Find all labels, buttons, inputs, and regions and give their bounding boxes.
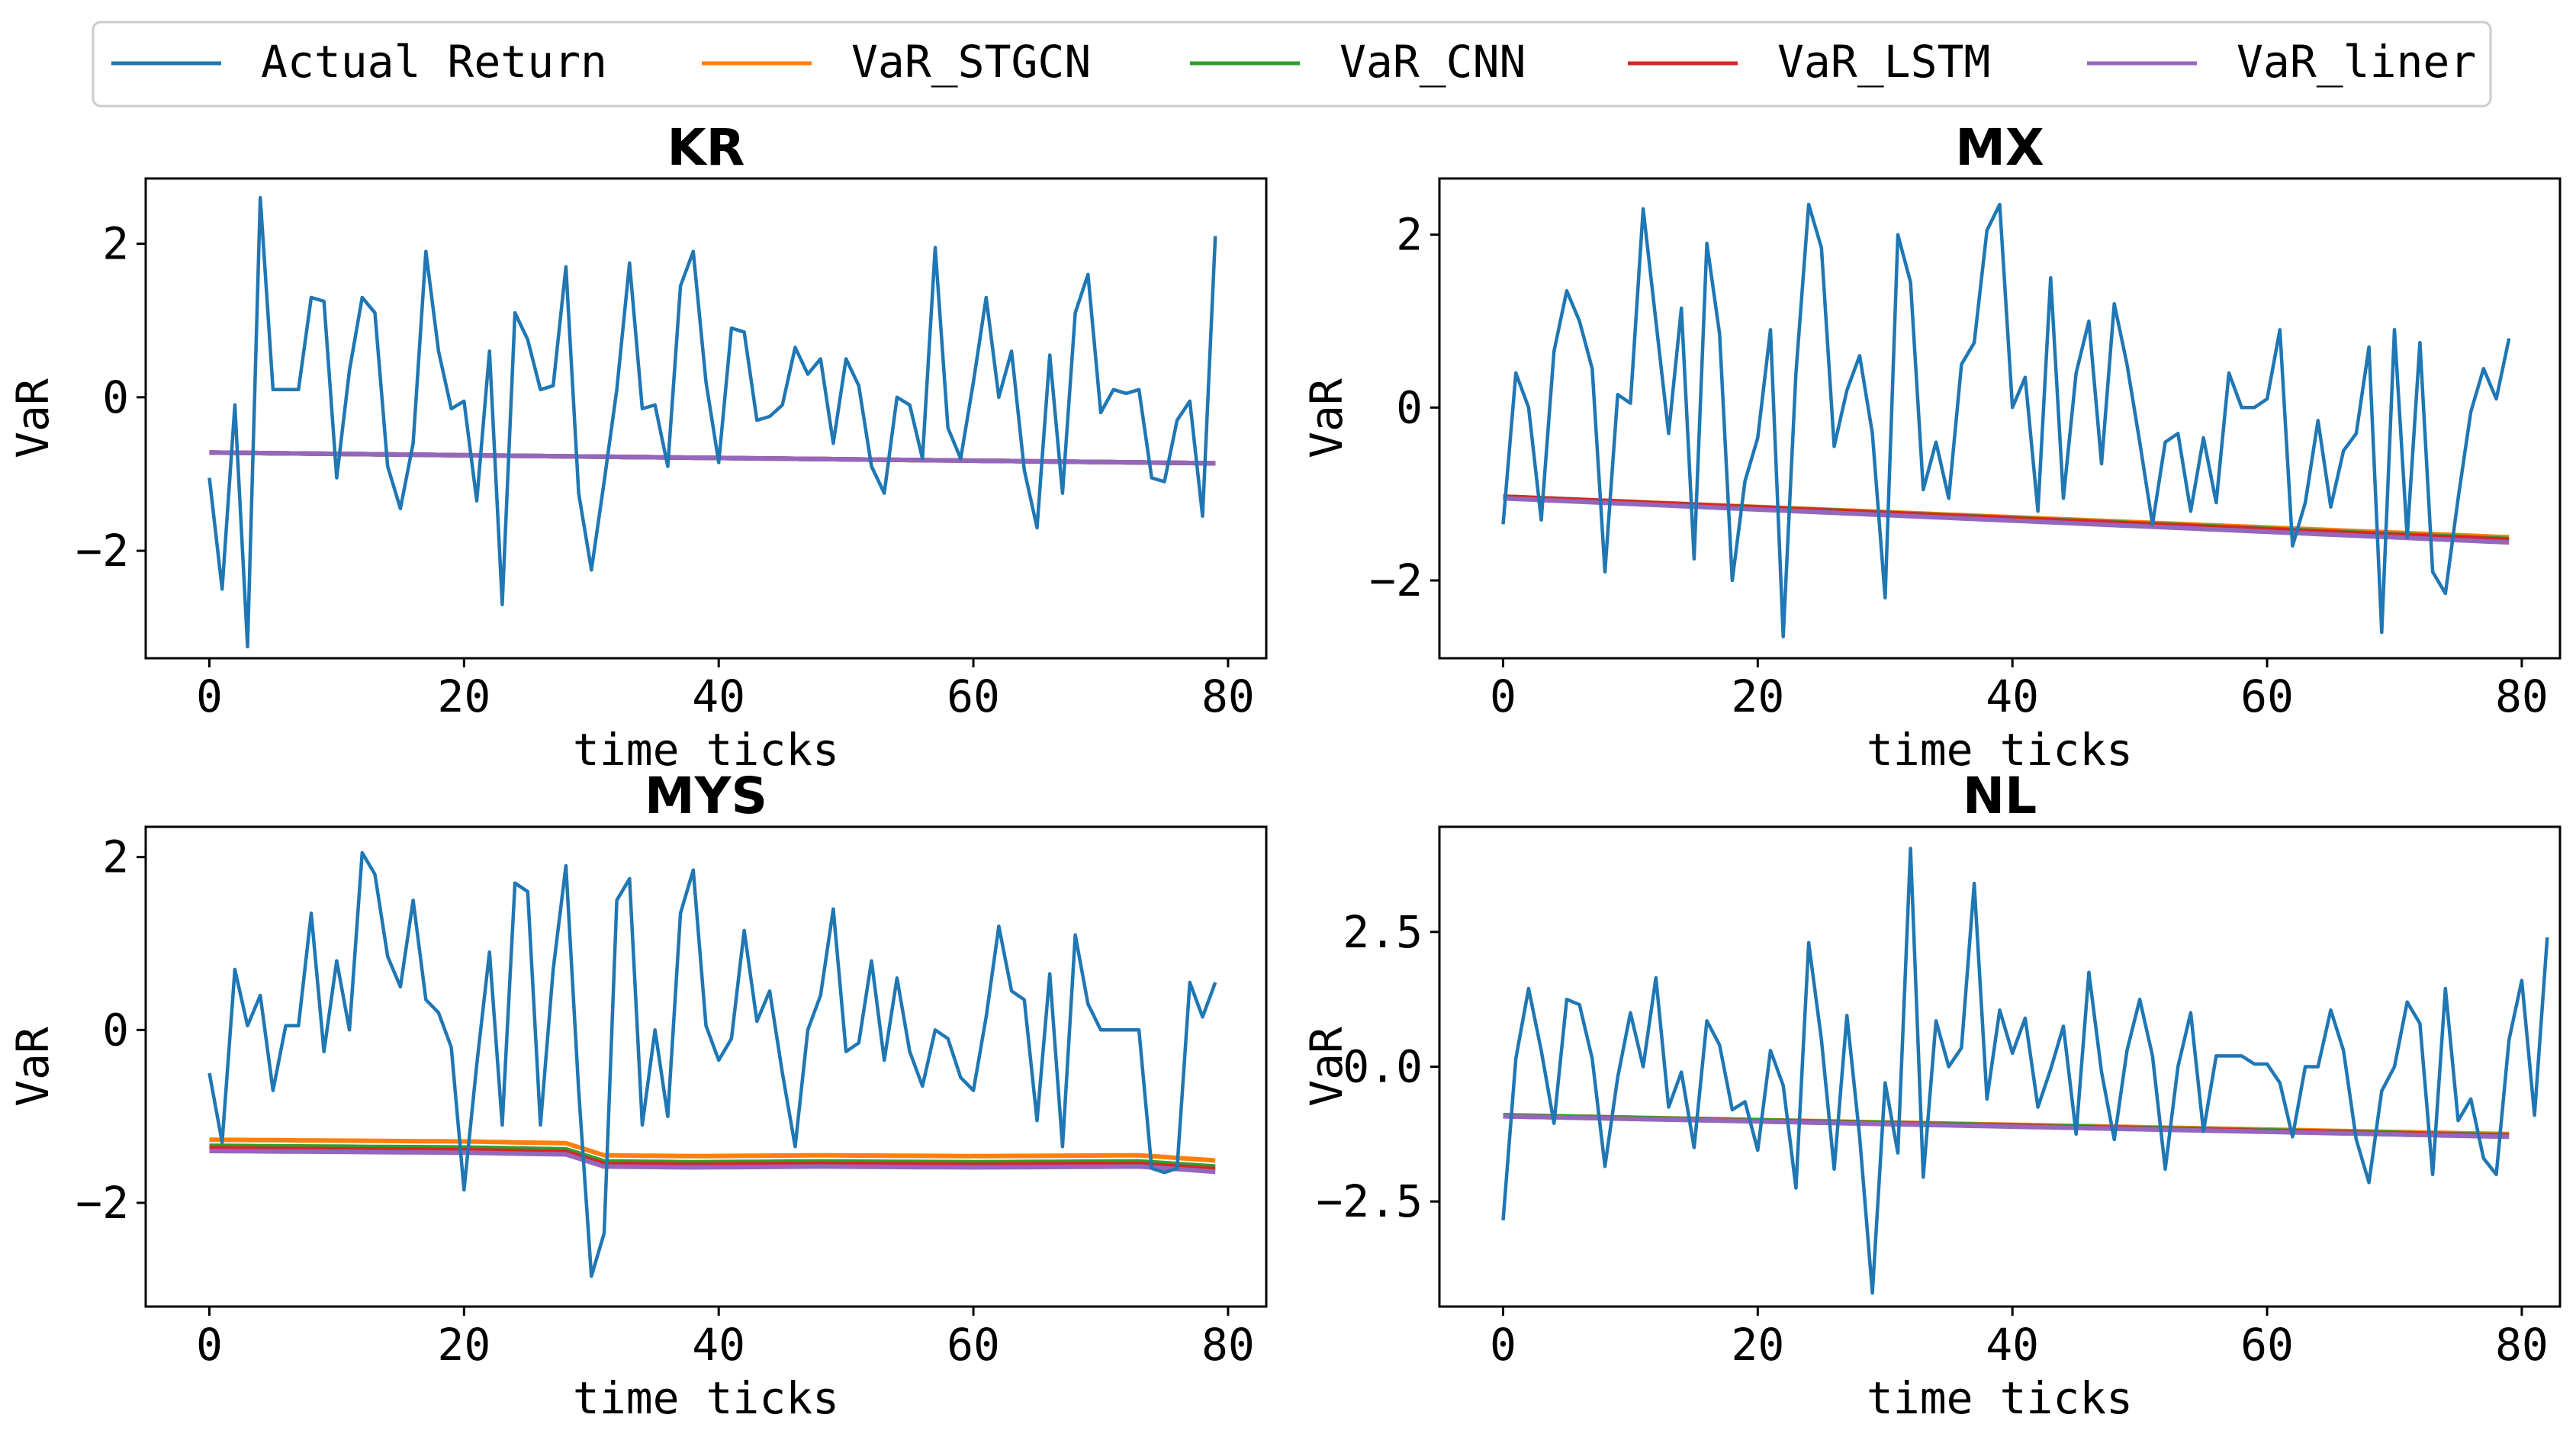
panel-mys: MYS 0 20 40 60 80 −2 0 2 time ticks VaR — [7, 767, 1268, 1424]
y-tick-label: 0 — [102, 371, 129, 423]
x-tick-label: 0 — [196, 670, 223, 722]
series-actual-return — [1501, 847, 2549, 1295]
x-tick-label: 40 — [1986, 1319, 2039, 1371]
legend-label-0: Actual Return — [261, 36, 607, 88]
legend-label-4: VaR_liner — [2237, 36, 2476, 88]
x-tick-label: 80 — [1201, 670, 1255, 722]
x-axis-label: time ticks — [573, 1372, 839, 1424]
x-tick-label: 20 — [1731, 670, 1784, 722]
x-tick-label: 0 — [196, 1319, 223, 1371]
legend-label-3: VaR_LSTM — [1777, 36, 1990, 88]
panel-title: MX — [1955, 118, 2044, 177]
x-tick-label: 60 — [2240, 1319, 2294, 1371]
panel-mx: MX 0 20 40 60 80 −2 0 2 time ticks VaR — [1301, 118, 2562, 776]
x-axis-label: time ticks — [1867, 1372, 2133, 1424]
panel-kr: KR 0 20 40 60 80 −2 0 2 time ticks VaR — [7, 118, 1268, 776]
x-tick-label: 60 — [2240, 670, 2294, 722]
series-var-lstm — [209, 1146, 1216, 1172]
x-axis-label: time ticks — [1867, 724, 2133, 776]
x-tick-label: 40 — [1986, 670, 2039, 722]
x-tick-label: 80 — [2495, 670, 2549, 722]
panel-title: NL — [1963, 767, 2037, 825]
x-tick-label: 0 — [1490, 1319, 1516, 1371]
y-tick-label: −2 — [76, 525, 129, 577]
x-tick-label: 60 — [947, 670, 1000, 722]
plot-area — [207, 850, 1217, 1278]
plot-area — [207, 195, 1217, 649]
panel-title: KR — [667, 118, 745, 177]
series-var-cnn — [209, 1143, 1216, 1169]
series-var-liner — [1503, 1114, 2510, 1140]
x-tick-label: 60 — [947, 1319, 1000, 1371]
x-tick-label: 20 — [437, 670, 490, 722]
y-tick-label: −2 — [76, 1177, 129, 1229]
series-var-stgcn — [209, 1137, 1216, 1163]
y-tick-label: 2.5 — [1343, 906, 1423, 958]
y-tick-label: 2 — [1396, 209, 1423, 261]
y-tick-label: 2 — [102, 218, 129, 270]
series-actual-return — [207, 195, 1217, 649]
y-tick-label: 0.0 — [1343, 1041, 1423, 1093]
y-tick-label: −2 — [1369, 555, 1423, 606]
y-tick-label: 0 — [1396, 381, 1423, 433]
y-tick-label: −2.5 — [1316, 1175, 1423, 1227]
x-tick-label: 80 — [1201, 1319, 1255, 1371]
panel-title: MYS — [645, 767, 767, 825]
legend: Actual Return VaR_STGCN VaR_CNN VaR_LSTM VaR… — [92, 21, 2492, 108]
axes-frame — [1438, 177, 2562, 660]
legend-label-1: VaR_STGCN — [851, 36, 1091, 88]
panel-nl: NL 0 20 40 60 80 −2.5 0.0 2.5 time ticks VaR — [1301, 767, 2562, 1424]
x-tick-label: 20 — [437, 1319, 490, 1371]
plot-area — [1501, 202, 2511, 638]
y-tick-label: 2 — [102, 831, 129, 883]
x-axis-label: time ticks — [573, 724, 839, 776]
x-tick-label: 40 — [692, 670, 745, 722]
x-tick-label: 20 — [1731, 1319, 1784, 1371]
y-axis-label: VaR — [1301, 378, 1352, 458]
axes-frame — [1438, 825, 2562, 1308]
axes-frame — [144, 825, 1268, 1308]
y-axis-label: VaR — [7, 1027, 59, 1107]
x-tick-label: 40 — [692, 1319, 745, 1371]
x-tick-label: 0 — [1490, 670, 1516, 722]
x-tick-label: 80 — [2495, 1319, 2549, 1371]
series-var-liner — [1503, 496, 2510, 545]
y-axis-label: VaR — [1301, 1027, 1352, 1107]
series-actual-return — [1501, 202, 2511, 638]
plot-area — [1501, 847, 2549, 1295]
y-tick-label: 0 — [102, 1004, 129, 1056]
series-var-liner — [209, 450, 1216, 466]
y-axis-label: VaR — [7, 378, 59, 458]
axes-frame — [144, 177, 1268, 660]
legend-label-2: VaR_CNN — [1339, 36, 1526, 88]
series-var-liner — [209, 1149, 1216, 1175]
series-actual-return — [207, 850, 1217, 1278]
